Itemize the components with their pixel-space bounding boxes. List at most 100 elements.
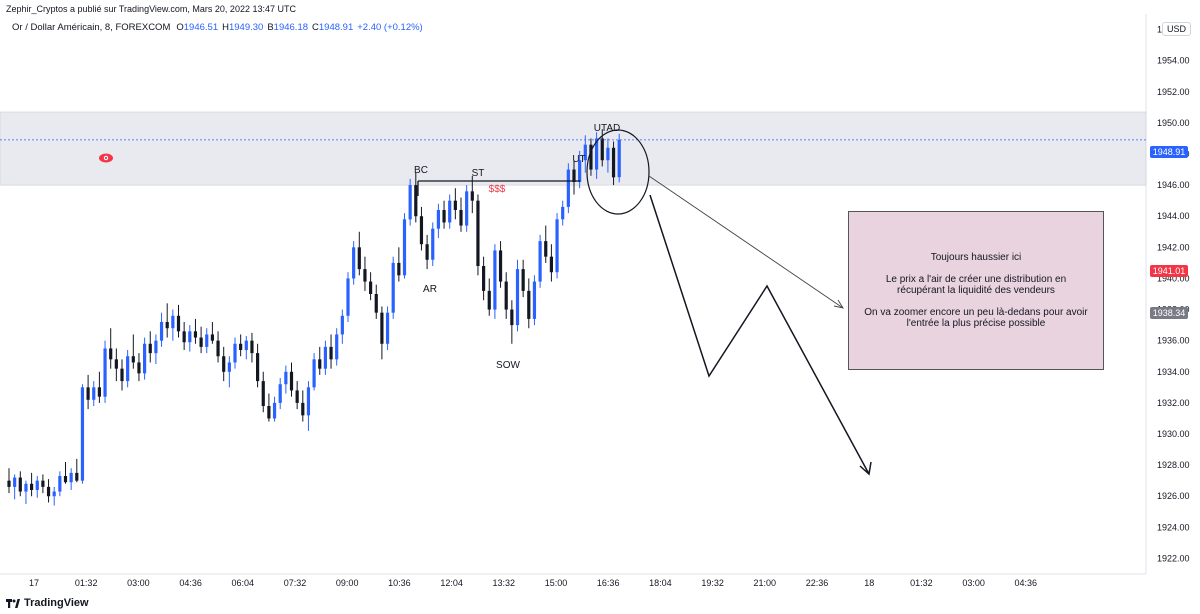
price-tick-label: 1928.00 xyxy=(1157,460,1190,470)
open-label: O xyxy=(176,22,184,33)
candle-body xyxy=(510,309,514,326)
label-ar: AR xyxy=(423,284,437,295)
tradingview-footer[interactable]: TradingView xyxy=(6,597,89,609)
close-value: 1948.91 xyxy=(318,22,354,33)
candle-body xyxy=(222,356,226,372)
candle-body xyxy=(589,144,593,170)
candle-body xyxy=(154,340,158,354)
time-tick-label: 09:00 xyxy=(336,578,359,588)
candle-body xyxy=(7,480,11,487)
candle-body xyxy=(120,368,124,382)
candle-body xyxy=(261,381,265,406)
candle-body xyxy=(41,480,45,487)
candle-body xyxy=(18,477,22,492)
candle-body xyxy=(250,340,254,354)
candle-body xyxy=(498,250,503,282)
projected-path-arrowhead xyxy=(859,461,872,476)
red-price-tag: 1941.01 xyxy=(1150,265,1188,277)
currency-button[interactable]: USD xyxy=(1162,22,1192,36)
candle-body xyxy=(52,491,56,497)
candle-body xyxy=(352,247,356,279)
symbol-legend[interactable]: Or / Dollar Américain, 8, FOREXCOM O 194… xyxy=(12,22,427,33)
note-line-3: récupérant la liquidité des vendeurs xyxy=(897,285,1055,296)
candle-body xyxy=(312,359,316,388)
candle-body xyxy=(227,362,231,372)
candle-body xyxy=(24,483,28,492)
candle-body xyxy=(555,219,559,273)
candle-body xyxy=(357,247,361,270)
eye-icon[interactable] xyxy=(99,153,113,163)
candle-body xyxy=(284,371,288,385)
candle-body xyxy=(600,138,604,161)
note-connector-arrowhead xyxy=(833,299,844,309)
price-tick-label: 1946.00 xyxy=(1157,180,1190,190)
candle-body xyxy=(583,144,587,161)
time-tick-label: 22:36 xyxy=(806,578,829,588)
label-sow: SOW xyxy=(496,360,520,371)
label-ut: UT xyxy=(572,154,585,165)
candle-body xyxy=(459,210,463,226)
time-tick-label: 06:04 xyxy=(232,578,255,588)
candle-body xyxy=(561,206,565,220)
candle-body xyxy=(75,472,79,481)
price-axis[interactable]: 1922.00 1924.00 1926.00 1928.00 1930.00 1932.… xyxy=(1157,25,1190,564)
candle-body xyxy=(476,200,480,266)
candle-body xyxy=(431,228,435,260)
price-tick-label: 1932.00 xyxy=(1157,398,1190,408)
candle-body xyxy=(301,402,305,416)
candle-body xyxy=(617,139,621,178)
candle-body xyxy=(35,480,39,490)
candle-body xyxy=(453,200,457,210)
time-axis[interactable]: 17 01:32 03:00 04:36 06:04 07:32 09:00 10:36 12:… xyxy=(29,578,1037,588)
note-line-4: On va zoomer encore un peu là-dedans pou… xyxy=(864,307,1088,318)
candle-body xyxy=(369,281,373,294)
candle-body xyxy=(30,483,34,490)
candle-body xyxy=(482,266,486,291)
candle-body xyxy=(385,312,390,344)
candle-body xyxy=(131,356,135,363)
time-tick-label: 13:32 xyxy=(493,578,516,588)
candle-body xyxy=(448,200,452,223)
candle-body xyxy=(329,346,333,360)
price-tick-label: 1942.00 xyxy=(1157,242,1190,252)
candle-body xyxy=(188,331,192,343)
candle-body xyxy=(233,343,237,363)
candle-body xyxy=(239,343,243,350)
candle-body xyxy=(436,210,440,229)
price-tick-label: 1954.00 xyxy=(1157,56,1190,66)
candle-body xyxy=(414,185,418,217)
price-tick-label: 1950.00 xyxy=(1157,118,1190,128)
analysis-note[interactable]: Toujours haussier ici Le prix a l'air de… xyxy=(848,211,1104,370)
candle-body xyxy=(487,290,491,310)
note-line-2: Le prix a l'air de créer une distributio… xyxy=(885,274,1067,285)
utad-circle xyxy=(586,129,650,215)
candle-body xyxy=(278,384,282,403)
candle-body xyxy=(165,322,169,329)
candle-body xyxy=(504,281,508,310)
candle-body xyxy=(92,387,96,400)
candle-body xyxy=(109,348,113,360)
candle-body xyxy=(470,191,474,201)
candle-body xyxy=(572,169,576,182)
candle-body xyxy=(391,262,395,313)
symbol-name[interactable]: Or / Dollar Américain, 8, FOREXCOM xyxy=(12,22,171,33)
time-tick-label: 15:00 xyxy=(545,578,568,588)
note-line-1: Toujours haussier ici xyxy=(930,252,1022,263)
candle-body xyxy=(114,359,118,369)
candle-body xyxy=(493,250,497,310)
candle-body xyxy=(538,241,542,282)
price-tick-label: 1944.00 xyxy=(1157,211,1190,221)
tradingview-logo-icon xyxy=(6,598,20,608)
candle-body xyxy=(199,337,203,347)
low-value: 1946.18 xyxy=(273,22,309,33)
candle-body xyxy=(515,269,520,326)
close-label: C xyxy=(312,22,319,33)
candle-body xyxy=(323,346,327,369)
time-tick-label: 03:00 xyxy=(127,578,150,588)
candle-body xyxy=(176,315,181,332)
candle-body xyxy=(611,147,616,178)
candle-body xyxy=(442,210,446,223)
price-tick-label: 1952.00 xyxy=(1157,87,1190,97)
price-tick-label: 1936.00 xyxy=(1157,336,1190,346)
